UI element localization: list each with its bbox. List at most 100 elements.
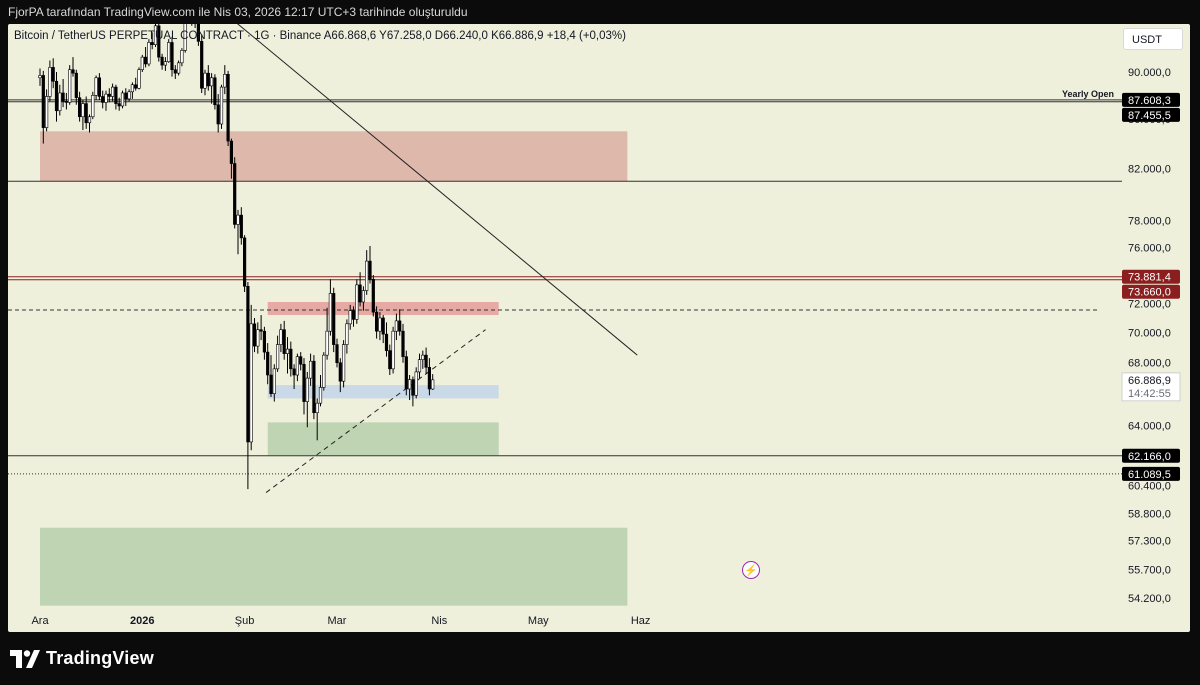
price-badge-label: 73.660,0 bbox=[1128, 287, 1171, 299]
symbol-ohlc-legend[interactable]: Bitcoin / TetherUS PERPETUAL CONTRACT · … bbox=[14, 30, 626, 42]
candle bbox=[223, 65, 227, 95]
candle-body bbox=[289, 348, 293, 370]
candle-body bbox=[71, 69, 75, 74]
x-tick-label: Şub bbox=[235, 615, 255, 627]
candle bbox=[114, 84, 118, 110]
candle-body bbox=[101, 96, 105, 103]
candle-body bbox=[355, 284, 359, 320]
x-tick-label: Ara bbox=[31, 615, 49, 627]
candle bbox=[97, 73, 101, 101]
y-tick-label: 70.000,0 bbox=[1128, 328, 1171, 340]
countdown-label: 14:42:55 bbox=[1128, 388, 1171, 400]
candle bbox=[272, 364, 276, 402]
candle-body bbox=[117, 103, 121, 107]
candle bbox=[381, 315, 385, 344]
candle bbox=[312, 355, 316, 420]
candle bbox=[249, 304, 253, 451]
candle-body bbox=[58, 92, 62, 112]
candle bbox=[183, 24, 187, 53]
candle-body bbox=[48, 67, 52, 97]
chart-panel[interactable]: Yearly Open 90.000,086.000,082.000,078.0… bbox=[8, 24, 1190, 632]
candle-body bbox=[210, 77, 214, 87]
candle-body bbox=[292, 368, 296, 376]
candle-body bbox=[206, 72, 210, 87]
candle bbox=[150, 32, 154, 50]
candle bbox=[117, 97, 121, 111]
candle bbox=[203, 69, 207, 96]
candle bbox=[48, 60, 52, 102]
price-badge: 61.089,5 bbox=[1122, 466, 1180, 481]
candle-body bbox=[305, 377, 309, 402]
candle bbox=[424, 347, 428, 374]
candle-body bbox=[322, 354, 326, 388]
candle-body bbox=[246, 286, 250, 443]
candle bbox=[233, 157, 237, 229]
candle-body bbox=[200, 41, 204, 89]
candle-body bbox=[157, 25, 161, 58]
candle-body bbox=[401, 330, 405, 357]
candle-body bbox=[68, 69, 72, 103]
axis-layer: 90.000,086.000,082.000,078.000,076.000,0… bbox=[31, 67, 1170, 627]
candle-body bbox=[147, 42, 151, 65]
candle bbox=[94, 75, 98, 101]
price-badge-box bbox=[1122, 92, 1180, 107]
x-tick-label: Nis bbox=[431, 615, 447, 627]
candle-body bbox=[150, 42, 154, 46]
candle-body bbox=[411, 379, 415, 396]
candle bbox=[315, 398, 319, 441]
levels-layer: Yearly Open bbox=[8, 89, 1122, 475]
candle bbox=[427, 358, 432, 396]
zones-layer bbox=[40, 131, 628, 606]
candle-body bbox=[124, 92, 128, 100]
candle bbox=[191, 24, 193, 26]
candle bbox=[325, 307, 329, 360]
candle-body bbox=[391, 330, 395, 370]
candle bbox=[243, 235, 247, 292]
price-chart[interactable]: Yearly Open 90.000,086.000,082.000,078.0… bbox=[8, 24, 1190, 632]
candle-body bbox=[94, 77, 98, 96]
candle-body bbox=[177, 62, 181, 74]
candle-body bbox=[130, 84, 134, 93]
candle-body bbox=[404, 356, 408, 390]
candle-body bbox=[74, 72, 78, 98]
candle bbox=[282, 320, 286, 360]
y-tick-label: 64.000,0 bbox=[1128, 421, 1171, 433]
candle bbox=[170, 36, 174, 77]
blue-zone bbox=[267, 385, 499, 399]
candle-body bbox=[348, 310, 352, 325]
lightning-icon[interactable]: ⚡ bbox=[742, 561, 760, 579]
candle bbox=[64, 92, 68, 110]
candle-body bbox=[216, 104, 220, 125]
candle bbox=[322, 352, 326, 391]
candle-body bbox=[308, 360, 313, 379]
candle bbox=[210, 73, 214, 104]
candle bbox=[134, 77, 138, 91]
candle bbox=[107, 88, 111, 103]
candle bbox=[101, 90, 105, 109]
candle bbox=[361, 286, 366, 311]
price-badge-label: 62.166,0 bbox=[1128, 451, 1171, 463]
candle bbox=[384, 322, 389, 357]
candle-body bbox=[279, 329, 283, 345]
candle bbox=[348, 304, 352, 330]
candle-body bbox=[318, 387, 323, 404]
candle-body bbox=[64, 100, 68, 103]
candle-body bbox=[259, 329, 263, 332]
candle-body bbox=[153, 25, 158, 46]
candle-body bbox=[368, 260, 372, 280]
candle-body bbox=[233, 163, 237, 225]
price-badge-box bbox=[1122, 284, 1180, 299]
candle bbox=[299, 352, 303, 371]
candle-body bbox=[120, 92, 125, 107]
candle bbox=[167, 39, 171, 63]
y-tick-label: 54.200,0 bbox=[1128, 593, 1171, 605]
candle-body bbox=[295, 356, 300, 376]
price-badge: 73.881,4 bbox=[1122, 269, 1180, 284]
brand-name: TradingView bbox=[46, 648, 154, 668]
candle-body bbox=[417, 359, 422, 373]
candle bbox=[394, 313, 399, 341]
candle bbox=[219, 84, 224, 129]
currency-selector[interactable]: USDT bbox=[1123, 28, 1183, 50]
candle-body bbox=[328, 293, 333, 332]
candle-body bbox=[361, 290, 366, 303]
